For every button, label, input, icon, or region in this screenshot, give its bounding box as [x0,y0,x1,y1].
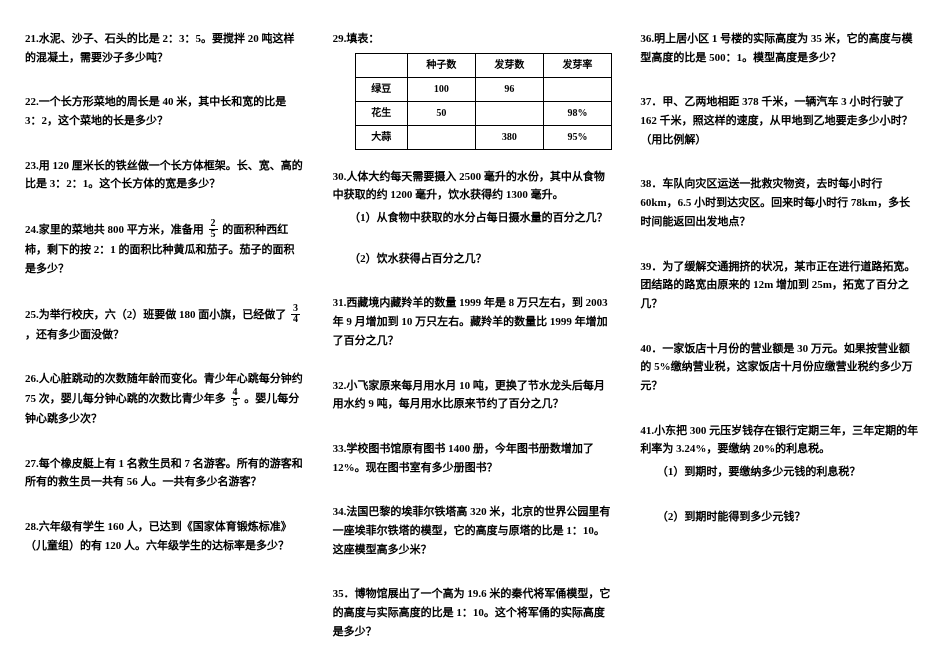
table-cell: 花生 [355,101,407,125]
problem-38: 38．车队向灾区运送一批救灾物资，去时每小时行 60km，6.5 小时到达灾区。… [640,175,920,231]
problem-23: 23.用 120 厘米长的铁丝做一个长方体框架。长、宽、高的比是 3：2：1。这… [25,157,305,194]
table-cell: 95% [543,125,611,149]
problem-25-text-b: ，还有多少面没做？ [25,329,124,341]
fraction-4-5: 45 [231,388,240,409]
problem-26: 26.人心脏跳动的次数随年龄而变化。青少年心跳每分钟约 75 次，婴儿每分钟心跳… [25,370,305,428]
table-header-row: 种子数 发芽数 发芽率 [355,53,611,77]
problem-29: 29.填表： 种子数 发芽数 发芽率 绿豆 100 96 花生 50 98% [333,30,613,154]
problem-34: 34.法国巴黎的埃菲尔铁塔高 320 米，北京的世界公园里有一座埃菲尔铁塔的模型… [333,503,613,559]
problem-40: 40．一家饭店十月份的营业额是 30 万元。如果按营业额的 5%缴纳营业税，这家… [640,340,920,396]
table-cell: 绿豆 [355,77,407,101]
problem-25: 25.为举行校庆，六（2）班要做 180 面小旗，已经做了 34 ，还有多少面没… [25,305,305,345]
problem-21: 21.水泥、沙子、石头的比是 2：3：5。要搅拌 20 吨这样的混凝土，需要沙子… [25,30,305,67]
problem-25-text-a: 25.为举行校庆，六（2）班要做 180 面小旗，已经做了 [25,309,286,321]
column-1: 21.水泥、沙子、石头的比是 2：3：5。要搅拌 20 吨这样的混凝土，需要沙子… [25,30,305,638]
fraction-2-5: 25 [209,219,218,240]
problem-39: 39．为了缓解交通拥挤的状况，某市正在进行道路拓宽。团结路的路宽由原来的 12m… [640,258,920,314]
table-cell: 大蒜 [355,125,407,149]
problem-22: 22.一个长方形菜地的周长是 40 米，其中长和宽的比是 3：2，这个菜地的长是… [25,93,305,130]
problem-41-main: 41.小东把 300 元压岁钱存在银行定期三年，三年定期的年利率为 3.24%，… [640,422,920,459]
problem-27: 27.每个橡皮艇上有 1 名救生员和 7 名游客。所有的游客和所有的救生员一共有… [25,455,305,492]
problem-35: 35．博物馆展出了一个高为 19.6 米的秦代将军俑模型，它的高度与实际高度的比… [333,585,613,641]
column-3: 36.明上居小区 1 号楼的实际高度为 35 米，它的高度与模型高度的比是 50… [640,30,920,638]
table-cell: 98% [543,101,611,125]
table-row: 绿豆 100 96 [355,77,611,101]
table-header-blank [355,53,407,77]
problem-30: 30.人体大约每天需要摄入 2500 毫升的水份，其中从食物中获取的约 1200… [333,168,613,269]
table-cell: 100 [407,77,475,101]
table-row: 花生 50 98% [355,101,611,125]
problem-36: 36.明上居小区 1 号楼的实际高度为 35 米，它的高度与模型高度的比是 50… [640,30,920,67]
problem-37: 37．甲、乙两地相距 378 千米，一辆汽车 3 小时行驶了 162 千米，照这… [640,93,920,149]
table-header-rate: 发芽率 [543,53,611,77]
problem-24-text-a: 24.家里的菜地共 800 平方米，准备用 [25,224,204,236]
table-cell: 50 [407,101,475,125]
table-cell: 380 [475,125,543,149]
table-header-germ: 发芽数 [475,53,543,77]
problem-31: 31.西藏境内藏羚羊的数量 1999 年是 8 万只左右，到 2003 年 9 … [333,294,613,350]
problem-28: 28.六年级有学生 160 人，已达到《国家体育锻炼标准》（儿童组）的有 120… [25,518,305,555]
fraction-3-4: 34 [291,304,300,325]
seed-table: 种子数 发芽数 发芽率 绿豆 100 96 花生 50 98% 大蒜 380 9… [355,53,612,150]
table-row: 大蒜 380 95% [355,125,611,149]
table-cell [543,77,611,101]
problem-32: 32.小飞家原来每月用水月 10 吨，更换了节水龙头后每月用水约 9 吨，每月用… [333,377,613,414]
table-cell [407,125,475,149]
problem-29-title: 29.填表： [333,30,613,49]
problem-30-sub1: （1）从食物中获取的水分占每日摄水量的百分之几？ [333,209,613,228]
problem-41-sub1: （1）到期时，要缴纳多少元钱的利息税？ [640,463,920,482]
problem-30-sub2: （2）饮水获得占百分之几？ [333,250,613,269]
table-cell [475,101,543,125]
problem-30-main: 30.人体大约每天需要摄入 2500 毫升的水份，其中从食物中获取的约 1200… [333,168,613,205]
problem-33: 33.学校图书馆原有图书 1400 册，今年图书册数增加了 12%。现在图书室有… [333,440,613,477]
problem-24: 24.家里的菜地共 800 平方米，准备用 25 的面积种西红柿，剩下的按 2：… [25,220,305,278]
problem-41-sub2: （2）到期时能得到多少元钱？ [640,508,920,527]
table-cell: 96 [475,77,543,101]
table-header-seeds: 种子数 [407,53,475,77]
column-2: 29.填表： 种子数 发芽数 发芽率 绿豆 100 96 花生 50 98% [333,30,613,638]
problem-41: 41.小东把 300 元压岁钱存在银行定期三年，三年定期的年利率为 3.24%，… [640,422,920,527]
